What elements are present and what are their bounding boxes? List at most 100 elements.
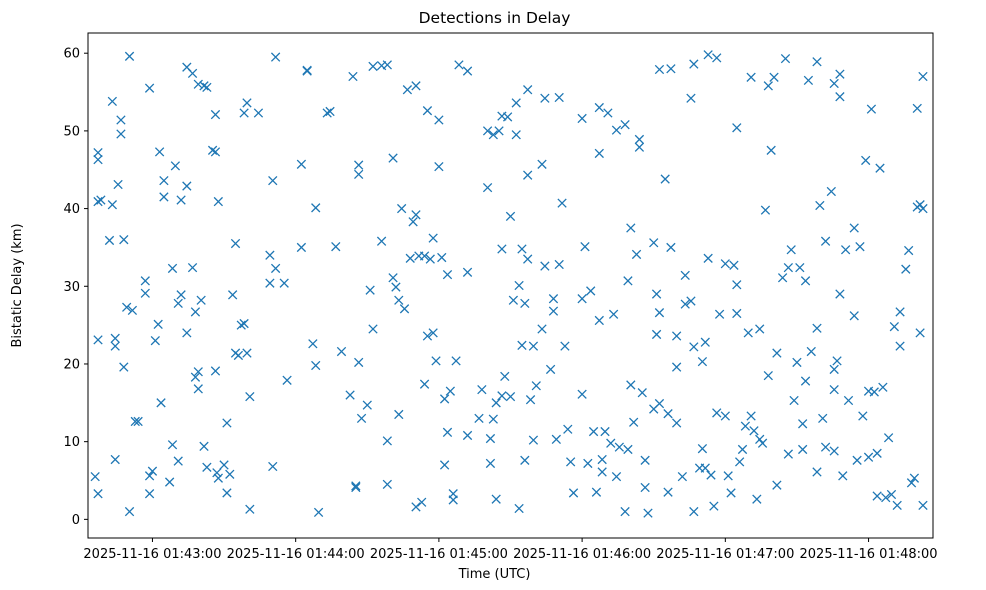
data-point-marker [537, 159, 547, 169]
data-point-marker [798, 444, 808, 455]
data-point-marker [434, 115, 444, 125]
data-point-marker [677, 471, 688, 482]
data-point-marker [892, 500, 902, 511]
data-point-marker [442, 427, 453, 437]
data-point-marker [462, 66, 473, 76]
data-point-marker [133, 416, 143, 427]
data-point-marker [703, 253, 713, 263]
data-point-marker [777, 273, 788, 283]
data-point-marker [525, 395, 536, 405]
data-point-marker [154, 147, 165, 157]
data-point-marker [282, 375, 292, 385]
data-point-marker [140, 288, 150, 298]
data-point-marker [580, 241, 590, 252]
data-point-marker [193, 384, 203, 394]
data-point-marker [362, 400, 372, 410]
data-point-marker [365, 285, 375, 295]
data-point-marker [428, 328, 438, 338]
data-point-marker [531, 381, 541, 391]
data-point-marker [588, 426, 599, 437]
data-point-marker [199, 81, 209, 91]
data-point-marker [869, 387, 879, 397]
data-point-marker [600, 426, 610, 437]
data-point-marker [714, 309, 725, 319]
data-point-marker [311, 203, 321, 213]
data-point-marker [93, 196, 103, 207]
data-point-marker [608, 309, 619, 319]
data-point-marker [820, 236, 831, 246]
data-point-marker [843, 395, 854, 406]
data-point-marker [153, 319, 163, 330]
data-point-marker [167, 263, 178, 274]
data-point-marker [680, 270, 690, 281]
data-point-marker [227, 290, 238, 300]
data-point-marker [840, 245, 851, 255]
data-point-marker [523, 170, 533, 180]
data-point-marker [176, 290, 186, 300]
data-point-marker [594, 315, 604, 326]
data-point-marker [629, 417, 639, 427]
data-point-marker [511, 130, 521, 140]
data-point-marker [895, 341, 905, 351]
data-point-marker [614, 442, 625, 452]
data-point-marker [611, 471, 622, 482]
chart-title: Detections in Delay [419, 9, 571, 27]
data-point-marker [666, 242, 676, 253]
data-point-marker [603, 108, 613, 118]
data-point-marker [663, 487, 673, 497]
data-point-marker [233, 350, 244, 361]
data-point-marker [872, 448, 882, 458]
data-point-marker [428, 233, 438, 243]
data-point-marker [242, 98, 252, 108]
data-point-marker [439, 460, 450, 470]
data-point-marker [239, 318, 249, 329]
data-point-marker [159, 175, 169, 186]
data-point-marker [560, 341, 570, 351]
data-point-marker [411, 502, 421, 512]
data-point-marker [540, 93, 550, 103]
data-point-marker [855, 241, 865, 252]
data-point-marker [336, 346, 347, 357]
data-point-marker [875, 163, 885, 173]
data-point-marker [388, 153, 398, 163]
data-point-marker [122, 302, 132, 312]
data-point-marker [173, 456, 183, 466]
data-point-marker [792, 357, 802, 368]
data-point-marker [889, 322, 899, 332]
data-point-marker [712, 53, 722, 63]
data-point-marker [124, 51, 135, 61]
data-point-marker [554, 259, 564, 270]
data-point-marker [649, 238, 659, 248]
data-point-marker [523, 254, 533, 264]
data-point-marker [620, 120, 630, 130]
data-point-marker [803, 75, 814, 86]
data-point-marker [872, 491, 882, 501]
data-point-marker [548, 294, 559, 304]
data-point-marker [313, 507, 324, 518]
data-point-marker [654, 308, 665, 318]
data-point-marker [356, 413, 367, 424]
data-point-marker [491, 494, 501, 504]
data-point-marker [296, 242, 307, 253]
data-point-marker [895, 307, 905, 317]
data-point-marker [763, 370, 773, 381]
x-axis-label: Time (UTC) [458, 567, 531, 582]
data-point-marker [296, 159, 307, 169]
data-point-marker [348, 71, 358, 82]
data-point-marker [193, 367, 203, 377]
data-point-marker [577, 113, 587, 124]
data-point-marker [368, 61, 378, 72]
data-point-marker [818, 413, 828, 424]
data-point-marker [772, 480, 782, 490]
data-point-marker [173, 298, 183, 309]
data-point-marker [225, 469, 235, 479]
data-point-marker [351, 482, 361, 493]
data-point-marker [268, 175, 278, 186]
data-point-marker [222, 488, 232, 498]
data-point-marker [829, 446, 839, 456]
data-point-marker [182, 328, 192, 338]
data-point-marker [119, 362, 129, 372]
data-point-marker [835, 92, 845, 102]
data-point-marker [425, 254, 435, 264]
data-point-marker [565, 457, 576, 467]
